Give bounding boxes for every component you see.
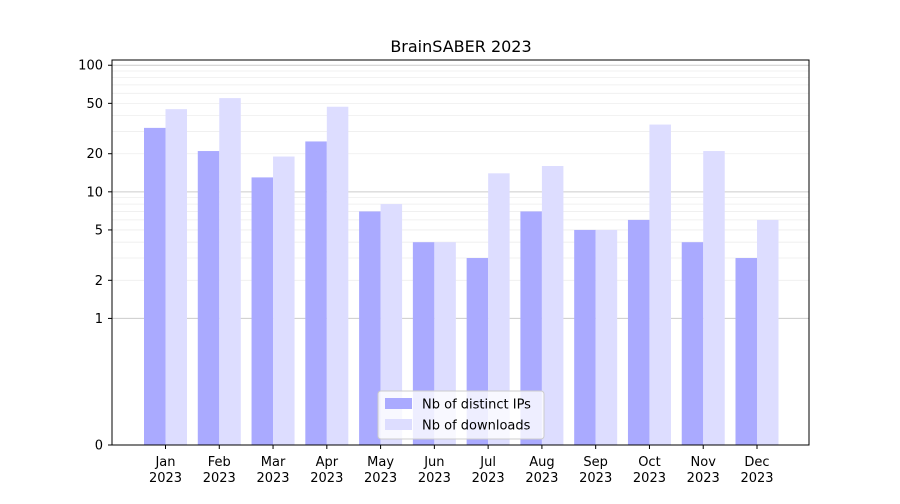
bar-distinct-ips xyxy=(144,127,166,445)
legend-label: Nb of distinct IPs xyxy=(422,398,531,413)
legend-swatch xyxy=(385,398,412,409)
bar-distinct-ips xyxy=(305,141,327,445)
x-tick-label: Jul 2023 xyxy=(472,455,505,486)
y-tick-label: 0 xyxy=(95,439,103,454)
legend: Nb of distinct IPs Nb of downloads xyxy=(377,390,545,440)
bar-distinct-ips xyxy=(735,258,757,445)
x-tick-label: Sep 2023 xyxy=(579,455,612,486)
y-tick-label: 10 xyxy=(86,185,103,200)
bar-distinct-ips xyxy=(574,229,596,445)
x-tick-label: Nov 2023 xyxy=(687,455,720,486)
bar-downloads xyxy=(165,109,187,446)
bar-downloads xyxy=(757,219,779,445)
x-tick-label: Apr 2023 xyxy=(310,455,343,486)
bar-downloads xyxy=(219,98,241,445)
x-tick-label: Feb 2023 xyxy=(203,455,236,486)
bar-distinct-ips xyxy=(627,219,650,445)
x-tick-label: Jun 2023 xyxy=(418,455,451,486)
bar-downloads xyxy=(380,204,403,445)
bar-distinct-ips xyxy=(359,211,381,445)
x-tick-label: Jan 2023 xyxy=(149,455,182,486)
legend-box xyxy=(377,390,545,440)
bar-downloads xyxy=(703,151,725,445)
x-tick-label: Aug 2023 xyxy=(525,455,558,486)
bar-distinct-ips xyxy=(681,242,704,445)
y-tick-label: 5 xyxy=(95,223,103,238)
x-tick-label: Dec 2023 xyxy=(740,455,773,486)
y-tick-label: 20 xyxy=(86,147,103,162)
axes: 0 1 2 5 10 20 50 100 Jan 2023 Feb 2023 Mar 2023 Apr 202… xyxy=(78,59,773,486)
bar-downloads xyxy=(326,106,349,445)
bar-distinct-ips xyxy=(251,177,274,446)
y-tick-label: 50 xyxy=(86,97,103,112)
bars xyxy=(144,98,779,446)
legend-swatch xyxy=(385,419,412,430)
bar-downloads xyxy=(541,165,564,446)
bar-downloads xyxy=(649,124,671,445)
y-tick-label: 100 xyxy=(78,59,103,74)
x-tick-label: Mar 2023 xyxy=(256,455,289,486)
bar-distinct-ips xyxy=(520,211,542,445)
plot-frame xyxy=(111,59,810,446)
bar-downloads xyxy=(273,156,295,446)
chart-title: BrainSABER 2023 xyxy=(390,37,531,56)
x-tick-label: Oct 2023 xyxy=(633,455,666,486)
legend-label: Nb of downloads xyxy=(422,419,531,434)
y-tick-label: 2 xyxy=(95,274,103,289)
bar-distinct-ips xyxy=(197,151,220,445)
x-tick-label: May 2023 xyxy=(364,455,397,486)
y-tick-label: 1 xyxy=(95,312,103,327)
bar-downloads xyxy=(595,229,618,445)
bar-downloads xyxy=(488,173,510,445)
